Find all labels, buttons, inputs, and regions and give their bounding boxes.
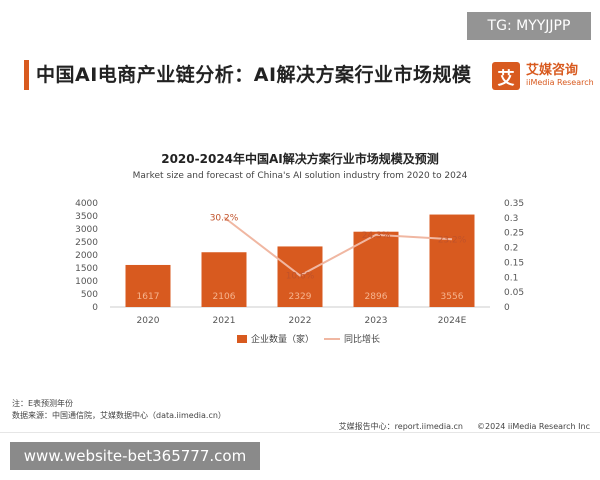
growth-value-label: 23.2%	[438, 235, 467, 245]
brand-name-cn: 艾媒咨询	[526, 63, 579, 79]
footer-report-link[interactable]: 艾媒报告中心：report.iimedia.cn	[338, 422, 464, 431]
brand-logo-group: 艾 艾媒咨询 iiMedia Research	[492, 58, 594, 94]
right-axis-tick: 0	[504, 303, 510, 313]
bar-value-label: 2106	[213, 292, 236, 302]
page-title: 中国AI电商产业链分析：AI解决方案行业市场规模	[36, 64, 472, 86]
bar	[429, 214, 475, 307]
right-axis-tick: 0.05	[504, 288, 524, 298]
bar-value-label: 3556	[441, 292, 464, 302]
bar	[277, 246, 323, 307]
left-axis-tick: 2000	[75, 251, 98, 261]
growth-line	[223, 216, 453, 277]
chart-subtitle: Market size and forecast of China's AI s…	[133, 171, 468, 181]
left-axis-tick: 3500	[75, 212, 98, 222]
left-axis-tick: 0	[92, 303, 98, 313]
title-accent-bar	[24, 60, 29, 90]
left-axis-tick: 4000	[75, 199, 98, 209]
right-axis-tick: 0.1	[504, 273, 518, 283]
note-text: 注：E表预测年份	[12, 399, 74, 408]
legend-bar-swatch	[237, 335, 247, 343]
footer-divider	[0, 432, 600, 433]
left-axis-tick: 2500	[75, 238, 98, 248]
right-axis-tick: 0.15	[504, 258, 524, 268]
bar	[201, 252, 247, 307]
right-axis-tick: 0.2	[504, 244, 518, 254]
brand-name-en: iiMedia Research	[526, 77, 594, 87]
chart-title: 2020-2024年中国AI解决方案行业市场规模及预测	[161, 151, 439, 166]
legend-bar-label: 企业数量（家）	[251, 333, 314, 345]
growth-value-label: 24.3%	[362, 231, 391, 241]
bar-value-label: 1617	[137, 292, 160, 302]
x-axis-tick: 2024E	[438, 316, 467, 326]
growth-value-label: 30.2%	[210, 213, 239, 223]
bar	[125, 264, 171, 307]
x-axis-tick: 2021	[213, 316, 236, 326]
left-axis-tick: 1500	[75, 264, 98, 274]
right-axis-tick: 0.35	[504, 199, 524, 209]
bar-value-label: 2329	[289, 292, 312, 302]
right-axis-tick: 0.25	[504, 229, 524, 239]
bar-value-label: 2896	[365, 292, 388, 302]
footer: 艾媒报告中心：report.iimedia.cn ©2024 iiMedia R…	[339, 421, 590, 432]
brand-logo-icon: 艾	[492, 62, 520, 90]
x-axis-tick: 2022	[289, 316, 312, 326]
site-watermark: www.website-bet365777.com	[10, 442, 260, 470]
bar	[353, 231, 399, 307]
source-text: 数据来源：中国通信院，艾媒数据中心（data.iimedia.cn）	[12, 411, 226, 420]
x-axis-tick: 2023	[365, 316, 388, 326]
tg-watermark: TG: MYYJJPP	[467, 12, 591, 40]
growth-value-label: 10.6%	[286, 272, 315, 282]
x-axis-tick: 2020	[137, 316, 160, 326]
footer-copyright: ©2024 iiMedia Research Inc	[477, 422, 590, 431]
right-axis-tick: 0.3	[504, 214, 518, 224]
left-axis-tick: 3000	[75, 225, 98, 235]
left-axis-tick: 1000	[75, 277, 98, 287]
left-axis-tick: 500	[81, 290, 98, 300]
legend-line-label: 同比增长	[344, 333, 380, 345]
